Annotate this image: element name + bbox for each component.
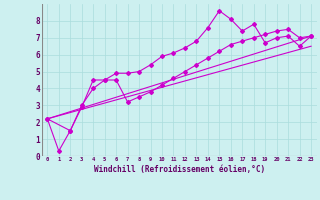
- X-axis label: Windchill (Refroidissement éolien,°C): Windchill (Refroidissement éolien,°C): [94, 165, 265, 174]
